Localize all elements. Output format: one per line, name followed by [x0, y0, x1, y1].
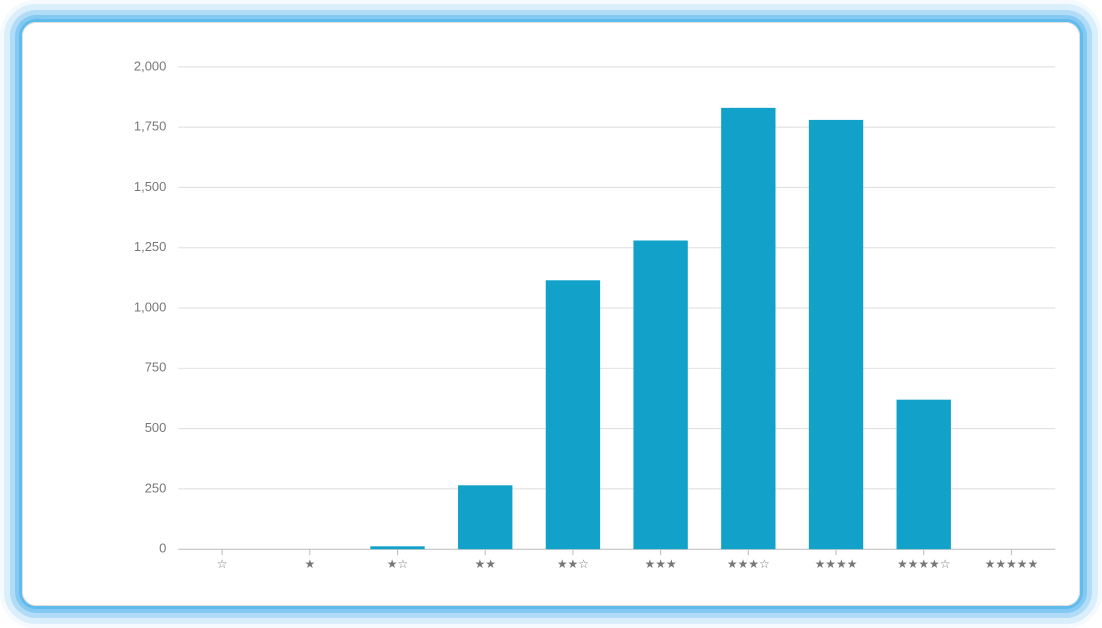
bar-chart: 02505007501,0001,2501,5001,7502,000☆★★☆★… — [23, 23, 1079, 605]
y-tick-label: 1,000 — [134, 299, 166, 314]
x-tick-label: ★ — [304, 557, 315, 571]
y-tick-label: 2,000 — [134, 58, 166, 73]
y-tick-label: 1,250 — [134, 239, 166, 254]
y-tick-label: 250 — [145, 480, 167, 495]
x-tick-label: ★☆ — [387, 557, 408, 571]
x-tick-label: ★★ — [475, 557, 496, 571]
bar — [370, 546, 424, 549]
x-tick-label: ★★★★☆ — [897, 557, 951, 571]
y-tick-label: 1,750 — [134, 119, 166, 134]
x-tick-label: ★★★☆ — [727, 557, 770, 571]
bar — [633, 240, 687, 549]
chart-card: 02505007501,0001,2501,5001,7502,000☆★★☆★… — [22, 22, 1080, 606]
bar — [721, 108, 775, 549]
x-tick-label: ☆ — [217, 557, 228, 571]
bar — [809, 120, 863, 549]
x-tick-label: ★★★★ — [815, 557, 858, 571]
y-tick-label: 0 — [159, 541, 166, 556]
y-tick-label: 1,500 — [134, 179, 166, 194]
x-tick-label: ★★★ — [645, 557, 677, 571]
bar — [897, 400, 951, 550]
x-tick-label: ★★☆ — [557, 557, 589, 571]
y-tick-label: 500 — [145, 420, 167, 435]
bar — [458, 485, 512, 549]
bar — [546, 280, 600, 549]
y-tick-label: 750 — [145, 360, 167, 375]
x-tick-label: ★★★★★ — [985, 557, 1039, 571]
